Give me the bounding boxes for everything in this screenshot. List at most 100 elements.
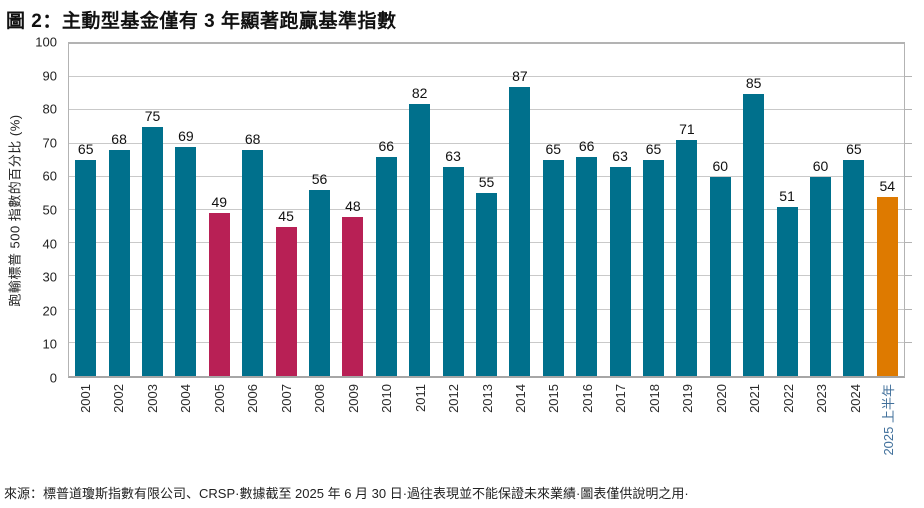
source-note: 來源：標普道瓊斯指數有限公司、CRSP·數據截至 2025 年 6 月 30 日…	[4, 486, 689, 501]
y-axis-tick-labels: 0 10 20 30 40 50 60 70 80 90 100	[0, 35, 57, 386]
x-tick-label: 2018	[646, 384, 662, 413]
y-tick-label: 60	[42, 168, 57, 184]
right-axis-tick	[904, 109, 912, 111]
bar-value-label: 65	[545, 141, 562, 158]
x-tick-label: 2013	[479, 384, 495, 413]
bar-value-label: 65	[77, 141, 94, 158]
right-axis-tick	[904, 341, 912, 343]
bar-value-label: 87	[512, 68, 528, 85]
bar	[476, 193, 497, 376]
y-tick-label: 30	[42, 269, 57, 285]
y-tick-label: 0	[49, 370, 57, 386]
y-tick-label: 100	[35, 34, 57, 50]
bar	[609, 166, 631, 376]
x-tick-label: 2023	[814, 384, 830, 413]
gridline	[69, 76, 904, 78]
y-tick-label: 20	[42, 303, 57, 319]
bar	[542, 160, 564, 376]
y-tick-label: 50	[42, 202, 57, 218]
bar-value-label: 55	[478, 174, 495, 191]
gridline	[69, 175, 904, 177]
x-axis-tick-labels: 2001 2002 2003 2004 2005 2006 2007 2008 2009 2010…	[68, 384, 905, 484]
chart-title: 圖 2：主動型基金僅有 3 年顯著跑贏基準指數	[6, 11, 397, 32]
plot-area: 65 68 75 69 49 68 45 56 48 66 82 63 55 87 65 66 63 65 71 60…	[68, 42, 912, 378]
bar-value-label: 66	[578, 137, 595, 154]
x-tick-label: 2012	[446, 384, 462, 413]
x-tick-label: 2025 上半年	[881, 384, 897, 456]
bar	[175, 146, 197, 376]
bar-value-label: 63	[612, 147, 628, 164]
bar	[509, 87, 531, 376]
x-tick-label: 2019	[680, 384, 696, 413]
x-tick-label: 2005	[211, 384, 227, 413]
x-tick-label: 2020	[713, 384, 729, 413]
bar-value-label: 48	[345, 197, 361, 214]
bar	[843, 160, 865, 376]
bar-value-label: 56	[311, 171, 328, 188]
bar	[142, 127, 163, 376]
bar-value-label: 71	[679, 121, 695, 138]
bar-value-label: 82	[411, 84, 428, 101]
bar	[108, 150, 130, 376]
bar-value-label: 68	[244, 131, 261, 148]
bar	[743, 93, 765, 376]
right-axis-tick	[904, 76, 912, 78]
x-tick-label: 2002	[111, 384, 127, 413]
bar	[342, 216, 364, 376]
x-tick-label: 2009	[345, 384, 361, 413]
bar	[309, 190, 330, 376]
bar	[208, 213, 230, 376]
x-tick-label: 2007	[278, 384, 294, 413]
x-tick-label: 2003	[144, 384, 160, 413]
bar	[876, 196, 898, 376]
bar-value-label: 85	[745, 74, 762, 91]
gridline	[69, 109, 904, 111]
bar-value-label: 51	[779, 187, 795, 204]
y-tick-label: 80	[42, 101, 57, 117]
y-tick-label: 40	[42, 236, 57, 252]
bar-value-label: 65	[846, 141, 862, 158]
bar	[810, 176, 831, 376]
bar	[776, 206, 798, 376]
gridline	[69, 142, 904, 144]
y-tick-label: 90	[42, 68, 57, 84]
bar	[375, 156, 397, 376]
bar-value-label: 60	[812, 157, 829, 174]
x-tick-label: 2016	[579, 384, 595, 413]
bar	[576, 156, 598, 376]
y-tick-label: 70	[42, 135, 57, 151]
bar-value-label: 45	[278, 207, 294, 224]
bar	[676, 140, 698, 376]
bar-value-label: 65	[645, 141, 662, 158]
bar-value-label: 75	[144, 108, 161, 124]
x-tick-label: 2024	[847, 384, 863, 413]
bar	[409, 103, 431, 376]
x-tick-label: 2004	[178, 384, 194, 413]
x-tick-label: 2008	[312, 384, 328, 413]
bar	[643, 160, 664, 376]
y-tick-label: 10	[42, 336, 57, 352]
right-axis-tick	[904, 142, 912, 144]
x-tick-label: 2017	[613, 384, 629, 413]
bar	[442, 166, 464, 376]
x-tick-label: 2015	[546, 384, 562, 413]
right-axis-tick	[904, 242, 912, 244]
x-tick-label: 2022	[780, 384, 796, 413]
right-axis-tick	[904, 308, 912, 310]
bar-value-label: 60	[712, 157, 729, 174]
x-tick-label: 2010	[379, 384, 395, 413]
bar-value-label: 54	[879, 177, 896, 194]
bar	[75, 160, 97, 376]
bar	[275, 226, 297, 376]
right-axis-tick	[904, 175, 912, 177]
bar-value-label: 66	[378, 137, 395, 154]
bar	[709, 176, 731, 376]
right-axis-tick	[904, 209, 912, 210]
bar-value-label: 68	[111, 131, 127, 148]
right-axis-tick	[904, 275, 912, 277]
bar-value-label: 63	[445, 147, 461, 164]
bar	[242, 150, 264, 376]
x-tick-label: 2001	[77, 384, 93, 413]
bar-value-label: 69	[178, 127, 194, 144]
